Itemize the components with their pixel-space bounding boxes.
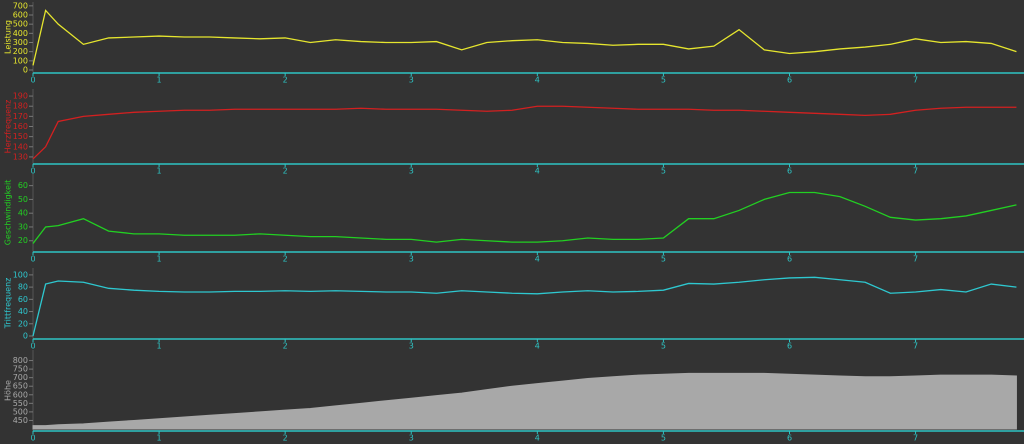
x-tick-label: 1 [157, 76, 162, 85]
y-tick-label: 170 [13, 112, 28, 121]
x-tick-label: 1 [157, 434, 162, 443]
x-tick-label: 2 [283, 342, 288, 351]
x-tick-label: 7 [913, 76, 918, 85]
y-tick-label: 500 [13, 407, 28, 416]
y-tick-label: 180 [13, 102, 28, 111]
data-line [32, 191, 1017, 244]
x-tick-label: 6 [787, 255, 792, 264]
x-tick-label: 3 [409, 76, 414, 85]
y-tick-label: 750 [13, 365, 28, 374]
x-tick-label: 0 [30, 342, 35, 351]
y-tick-label: 300 [13, 38, 28, 47]
x-tick-label: 4 [535, 342, 540, 351]
x-tick-label: 4 [535, 76, 540, 85]
x-tick-label: 1 [157, 167, 162, 176]
x-tick-label: 7 [913, 434, 918, 443]
y-axis-label: Herzfrequenz [4, 100, 13, 154]
y-tick-label: 150 [13, 132, 28, 141]
x-tick-label: 6 [787, 167, 792, 176]
x-tick-label: 1 [157, 342, 162, 351]
x-tick-label: 0 [30, 434, 35, 443]
y-tick-label: 160 [13, 122, 28, 131]
y-tick-label: 400 [13, 29, 28, 38]
y-tick-label: 40 [18, 307, 28, 316]
y-tick-label: 190 [13, 92, 28, 101]
x-tick-label: 5 [661, 342, 666, 351]
x-tick-label: 0 [30, 76, 35, 85]
x-tick-label: 0 [30, 255, 35, 264]
y-tick-label: 60 [18, 295, 28, 304]
x-tick-label: 4 [535, 167, 540, 176]
y-tick-label: 500 [13, 20, 28, 29]
x-tick-label: 3 [409, 434, 414, 443]
y-axis-label: Geschwindigkeit [4, 180, 13, 246]
x-tick-label: 4 [535, 434, 540, 443]
x-tick-label: 4 [535, 255, 540, 264]
x-tick-label: 2 [283, 76, 288, 85]
y-tick-label: 600 [13, 390, 28, 399]
x-tick-label: 6 [787, 76, 792, 85]
x-tick-label: 2 [283, 167, 288, 176]
x-tick-label: 3 [409, 255, 414, 264]
x-tick-label: 3 [409, 167, 414, 176]
x-tick-label: 0 [30, 167, 35, 176]
y-tick-label: 50 [18, 195, 28, 204]
x-tick-label: 2 [283, 255, 288, 264]
y-tick-label: 140 [13, 142, 28, 151]
x-tick-label: 7 [913, 255, 918, 264]
x-tick-label: 1 [157, 255, 162, 264]
y-tick-label: 700 [13, 373, 28, 382]
y-tick-label: 30 [18, 222, 28, 231]
x-tick-label: 3 [409, 342, 414, 351]
x-tick-label: 5 [661, 255, 666, 264]
x-tick-label: 2 [283, 434, 288, 443]
y-axis-label: Höhe [4, 380, 13, 401]
y-tick-label: 550 [13, 399, 28, 408]
x-tick-label: 5 [661, 434, 666, 443]
y-tick-label: 20 [18, 236, 28, 245]
y-tick-label: 60 [18, 181, 28, 190]
elevation-area [32, 372, 1017, 430]
y-tick-label: 600 [13, 11, 28, 20]
y-tick-label: 130 [13, 152, 28, 161]
y-tick-label: 40 [18, 209, 28, 218]
y-tick-label: 20 [18, 319, 28, 328]
data-line [32, 105, 1017, 160]
y-tick-label: 80 [18, 283, 28, 292]
y-tick-label: 100 [13, 56, 28, 65]
x-tick-label: 5 [661, 167, 666, 176]
x-tick-label: 5 [661, 76, 666, 85]
y-tick-label: 800 [13, 356, 28, 365]
y-tick-label: 700 [13, 1, 28, 10]
x-tick-label: 6 [787, 342, 792, 351]
y-axis-label: Leistung [4, 20, 13, 54]
data-line [32, 9, 1017, 66]
y-tick-label: 200 [13, 47, 28, 56]
y-tick-label: 650 [13, 382, 28, 391]
data-line [32, 276, 1017, 337]
x-tick-label: 6 [787, 434, 792, 443]
x-tick-label: 7 [913, 167, 918, 176]
y-tick-label: 100 [13, 270, 28, 279]
x-tick-label: 7 [913, 342, 918, 351]
y-tick-label: 0 [23, 332, 28, 341]
y-axis-label: Trittfrequenz [4, 278, 13, 330]
y-tick-label: 0 [23, 66, 28, 75]
y-tick-label: 450 [13, 416, 28, 425]
